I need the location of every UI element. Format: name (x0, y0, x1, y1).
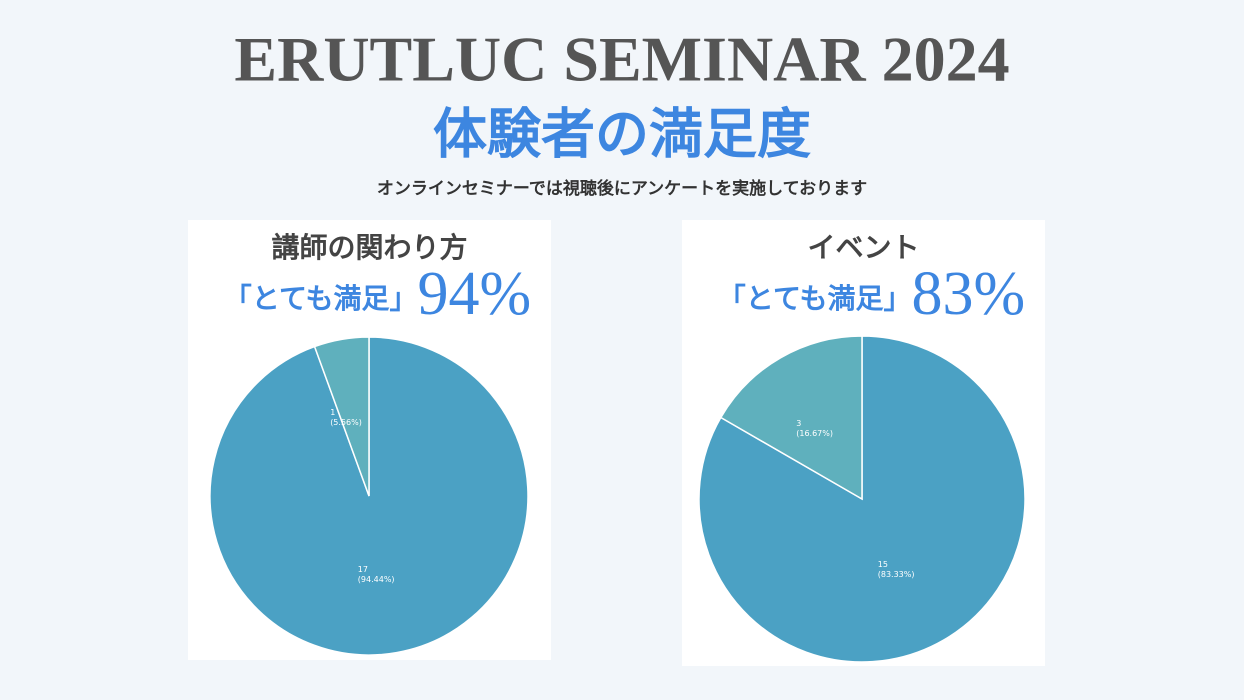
pie-slice (698, 335, 1026, 663)
pie-slice (719, 335, 863, 501)
slice-label: (16.67%) (796, 429, 833, 438)
headline-label: 「とても満足」 (718, 282, 912, 315)
note: オンラインセミナーでは視聴後にアンケートを実施しております (377, 178, 867, 199)
headline-group: 「とても満足」83% (718, 260, 1025, 328)
slice-label: (94.44%) (358, 575, 395, 584)
headline-label: 「とても満足」 (224, 282, 418, 315)
headline-value: 83% (912, 260, 1026, 328)
slice-label: 15 (878, 560, 888, 569)
slice-label: (83.33%) (878, 570, 915, 579)
pie-slice (313, 336, 370, 497)
slice-label: (5.56%) (330, 418, 362, 427)
chart-title: 講師の関わり方 (271, 231, 467, 264)
headline-value: 94% (418, 260, 532, 328)
chart-title: イベント (807, 231, 919, 264)
page-title: ERUTLUC SEMINAR 2024 (234, 24, 1009, 95)
headline-group: 「とても満足」94% (224, 260, 531, 328)
slice-label: 17 (358, 565, 368, 574)
slice-label: 3 (796, 419, 801, 428)
slice-label: 1 (330, 408, 335, 417)
page-subtitle: 体験者の満足度 (433, 103, 811, 166)
